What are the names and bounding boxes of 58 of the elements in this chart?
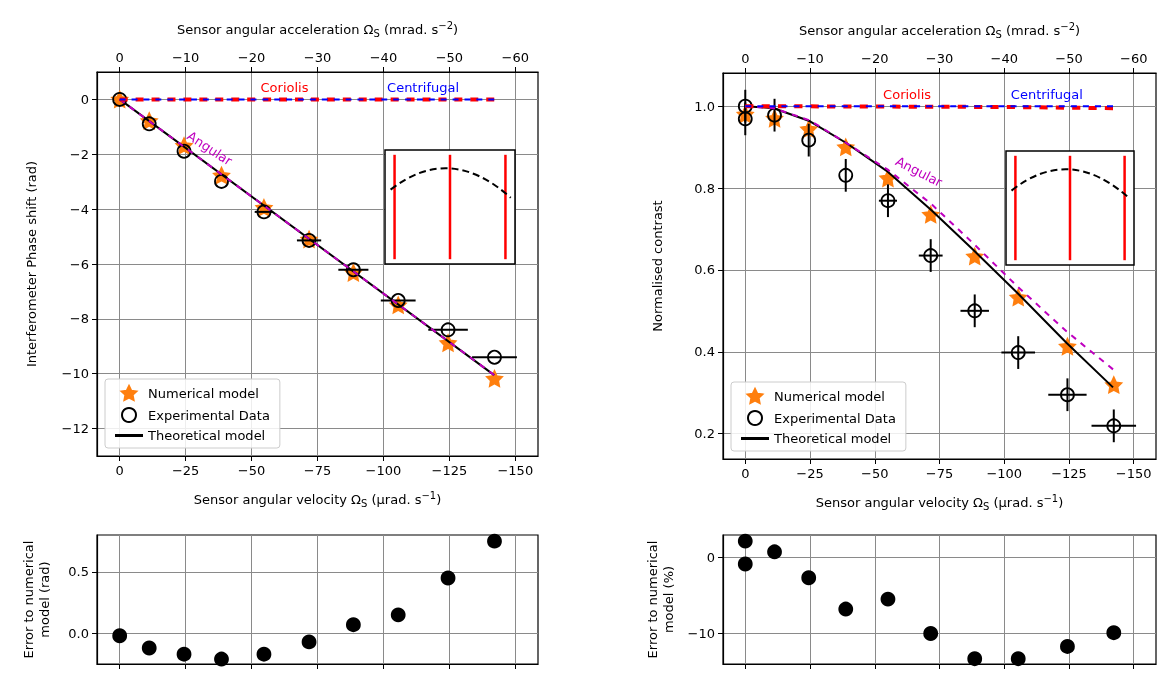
x-tick-label: −50 — [237, 463, 266, 478]
y-tick-label: 0.5 — [68, 564, 89, 580]
legend-label: Experimental Data — [774, 410, 896, 426]
x-tick-label: −100 — [365, 463, 402, 478]
y-tick-label: 0.2 — [694, 426, 715, 442]
series-label: Centrifugal — [1010, 86, 1083, 102]
x2-tick-label: −10 — [171, 50, 200, 65]
y-tick-label: −10 — [61, 366, 89, 382]
x2-tick-label: −50 — [1055, 51, 1083, 66]
series-label: Centrifugal — [387, 79, 460, 95]
x-tick-label: −25 — [796, 466, 824, 481]
y-tick-label: 0.4 — [694, 344, 715, 360]
y-tick-label: −6 — [69, 256, 89, 272]
x-tick-label: −75 — [925, 466, 954, 481]
y-tick-label: 0 — [706, 549, 715, 565]
y-tick-label: 0.8 — [694, 180, 715, 196]
y-tick-label: −12 — [61, 421, 89, 437]
x2-tick-label: 0 — [741, 51, 750, 66]
x-tick-label: −75 — [303, 463, 332, 478]
y-axis-title: Error to numerical model (%) — [645, 540, 677, 659]
legend-label: Theoretical model — [147, 428, 266, 443]
x-tick-label: −125 — [1051, 466, 1087, 481]
x-tick-label: −25 — [171, 463, 200, 478]
x2-tick-label: −50 — [435, 50, 464, 65]
x2-tick-label: −20 — [861, 51, 889, 66]
y-tick-label: −4 — [69, 201, 89, 217]
y-tick-label: 0 — [80, 91, 89, 107]
y-tick-label: 0.0 — [68, 625, 89, 641]
x-tick-label: −100 — [986, 466, 1023, 481]
y-tick-label: 0.6 — [694, 262, 715, 278]
x2-tick-label: −40 — [990, 51, 1018, 66]
series-label: Coriolis — [260, 79, 309, 95]
x2-tick-label: −30 — [925, 51, 954, 66]
x-tick-label: −150 — [497, 463, 534, 478]
y-tick-label: −2 — [69, 146, 89, 162]
x2-tick-label: −10 — [796, 51, 824, 66]
x-tick-label: −150 — [1115, 466, 1152, 481]
legend-label: Numerical model — [774, 388, 885, 404]
legend-label: Experimental Data — [148, 407, 270, 423]
x-tick-label: −50 — [861, 466, 889, 481]
x2-tick-label: −20 — [237, 50, 266, 65]
x-tick-label: 0 — [115, 463, 124, 478]
y-axis-title: Error to numerical model (rad) — [20, 540, 52, 659]
x2-tick-label: −60 — [1120, 51, 1148, 66]
x2-tick-label: −60 — [501, 50, 530, 65]
x2-tick-label: 0 — [115, 50, 124, 65]
legend-label: Theoretical model — [773, 431, 892, 446]
x2-tick-label: −30 — [303, 50, 332, 65]
x-tick-label: 0 — [741, 466, 750, 481]
x-tick-label: −125 — [431, 463, 468, 478]
series-label: Coriolis — [883, 87, 932, 103]
y-tick-label: −10 — [687, 625, 715, 641]
legend-label: Numerical model — [148, 385, 259, 401]
y-tick-label: −8 — [69, 311, 89, 327]
y-axis-title: Normalised contrast — [649, 200, 665, 332]
x2-tick-label: −40 — [369, 50, 398, 65]
y-axis-title: Interferometer Phase shift (rad) — [23, 160, 39, 368]
y-tick-label: 1.0 — [694, 98, 715, 114]
